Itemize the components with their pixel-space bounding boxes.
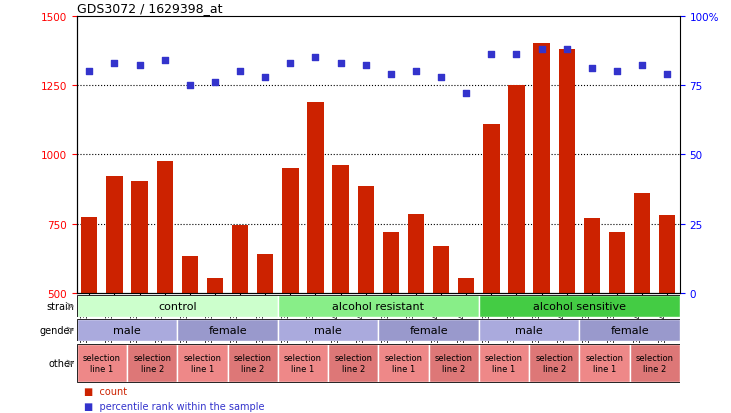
Text: selection
line 1: selection line 1 bbox=[183, 354, 221, 373]
Bar bbox=[584, 218, 600, 293]
Bar bbox=[379, 320, 479, 341]
Point bbox=[209, 80, 221, 86]
Bar bbox=[379, 344, 428, 382]
Bar bbox=[357, 187, 374, 293]
Bar bbox=[529, 344, 579, 382]
Point bbox=[636, 63, 648, 70]
Bar bbox=[77, 344, 127, 382]
Text: selection
line 1: selection line 1 bbox=[83, 354, 121, 373]
Text: male: male bbox=[113, 325, 141, 335]
Point bbox=[159, 57, 170, 64]
Bar bbox=[81, 217, 97, 293]
Bar bbox=[479, 344, 529, 382]
Bar bbox=[282, 169, 298, 293]
Text: selection
line 1: selection line 1 bbox=[284, 354, 322, 373]
Text: selection
line 2: selection line 2 bbox=[535, 354, 573, 373]
Bar bbox=[408, 214, 424, 293]
Bar bbox=[77, 320, 177, 341]
Point bbox=[184, 83, 196, 89]
Bar bbox=[182, 256, 198, 293]
Point bbox=[410, 69, 422, 75]
Text: selection
line 1: selection line 1 bbox=[485, 354, 523, 373]
Bar bbox=[534, 44, 550, 293]
Text: other: other bbox=[48, 358, 75, 368]
Bar bbox=[232, 225, 249, 293]
Bar bbox=[579, 320, 680, 341]
Bar bbox=[132, 181, 148, 293]
Bar bbox=[278, 344, 328, 382]
Bar bbox=[629, 344, 680, 382]
Point bbox=[662, 71, 673, 78]
Bar bbox=[257, 254, 273, 293]
Text: alcohol resistant: alcohol resistant bbox=[333, 301, 424, 311]
Text: strain: strain bbox=[46, 301, 75, 311]
Point bbox=[511, 52, 523, 59]
Bar bbox=[333, 166, 349, 293]
Text: alcohol sensitive: alcohol sensitive bbox=[533, 301, 626, 311]
Text: selection
line 1: selection line 1 bbox=[586, 354, 624, 373]
Text: selection
line 1: selection line 1 bbox=[385, 354, 423, 373]
Text: selection
line 2: selection line 2 bbox=[636, 354, 674, 373]
Bar bbox=[307, 102, 324, 293]
Bar bbox=[127, 344, 177, 382]
Bar bbox=[106, 177, 123, 293]
Bar bbox=[428, 344, 479, 382]
Point bbox=[561, 46, 572, 53]
Text: female: female bbox=[610, 325, 649, 335]
Point bbox=[83, 69, 95, 75]
Text: control: control bbox=[158, 301, 197, 311]
Point bbox=[536, 46, 548, 53]
Bar bbox=[558, 50, 575, 293]
Text: gender: gender bbox=[39, 325, 75, 335]
Bar bbox=[609, 233, 625, 293]
Text: ■  count: ■ count bbox=[84, 387, 127, 396]
Bar bbox=[207, 278, 223, 293]
Point bbox=[611, 69, 623, 75]
Bar bbox=[278, 320, 379, 341]
Point bbox=[310, 55, 322, 62]
Text: selection
line 2: selection line 2 bbox=[334, 354, 372, 373]
Text: selection
line 2: selection line 2 bbox=[234, 354, 272, 373]
Bar bbox=[77, 296, 278, 317]
Text: ■  percentile rank within the sample: ■ percentile rank within the sample bbox=[84, 401, 265, 411]
Point bbox=[260, 74, 271, 81]
Text: selection
line 2: selection line 2 bbox=[435, 354, 473, 373]
Point bbox=[109, 60, 121, 67]
Text: female: female bbox=[208, 325, 247, 335]
Bar bbox=[579, 344, 629, 382]
Bar bbox=[278, 296, 479, 317]
Point bbox=[360, 63, 371, 70]
Text: male: male bbox=[515, 325, 543, 335]
Bar bbox=[634, 194, 651, 293]
Point bbox=[461, 91, 472, 97]
Bar bbox=[483, 124, 499, 293]
Bar bbox=[508, 86, 525, 293]
Bar bbox=[433, 246, 450, 293]
Point bbox=[134, 63, 145, 70]
Bar bbox=[458, 278, 474, 293]
Bar bbox=[177, 320, 278, 341]
Point bbox=[335, 60, 346, 67]
Text: female: female bbox=[409, 325, 448, 335]
Bar bbox=[659, 216, 675, 293]
Text: GDS3072 / 1629398_at: GDS3072 / 1629398_at bbox=[77, 2, 222, 15]
Point bbox=[234, 69, 246, 75]
Bar bbox=[227, 344, 278, 382]
Text: selection
line 2: selection line 2 bbox=[133, 354, 171, 373]
Bar bbox=[479, 320, 579, 341]
Point bbox=[485, 52, 497, 59]
Bar bbox=[479, 296, 680, 317]
Point bbox=[435, 74, 447, 81]
Point bbox=[385, 71, 397, 78]
Bar bbox=[177, 344, 227, 382]
Bar bbox=[383, 233, 399, 293]
Point bbox=[284, 60, 296, 67]
Bar bbox=[328, 344, 379, 382]
Bar bbox=[156, 162, 173, 293]
Text: male: male bbox=[314, 325, 342, 335]
Point bbox=[586, 66, 598, 72]
